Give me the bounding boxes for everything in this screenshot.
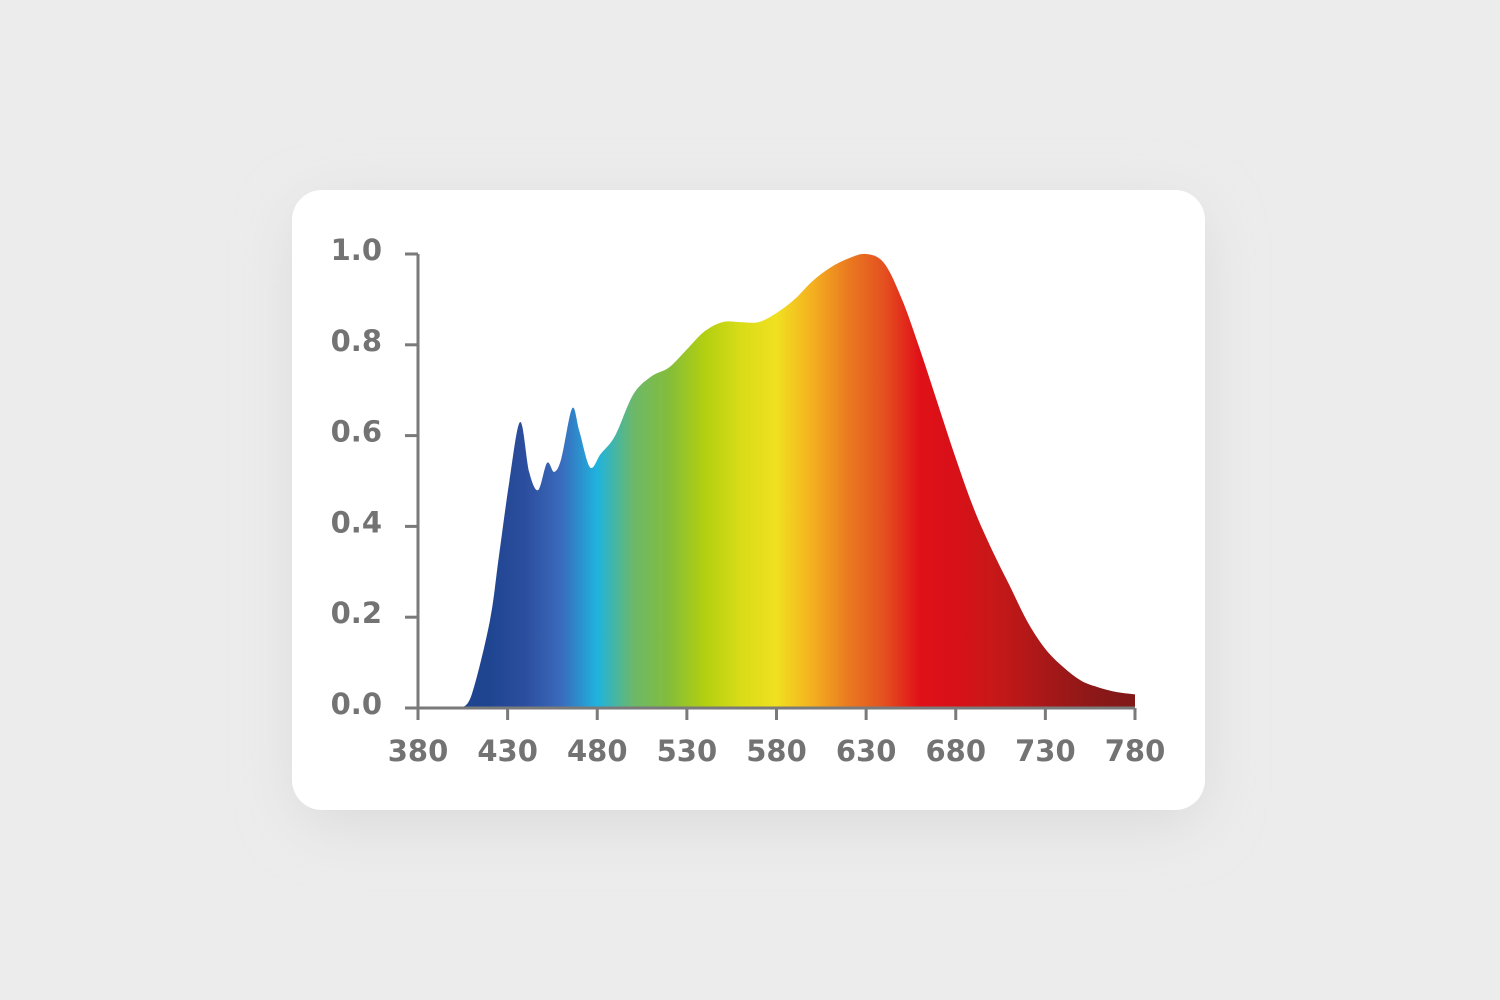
x-tick-label: 580	[746, 734, 807, 768]
y-tick-label: 0.8	[331, 324, 382, 358]
x-tick-label: 630	[836, 734, 897, 768]
y-tick-label: 1.0	[331, 233, 382, 267]
x-tick-label: 780	[1105, 734, 1166, 768]
x-tick-label: 380	[388, 734, 449, 768]
y-tick-label: 0.0	[331, 687, 382, 721]
x-tick-label: 430	[477, 734, 538, 768]
x-tick-label: 530	[657, 734, 718, 768]
spectrum-area	[461, 253, 1135, 708]
y-tick-label: 0.2	[331, 596, 382, 630]
x-tick-label: 730	[1015, 734, 1076, 768]
x-tick-label: 480	[567, 734, 628, 768]
y-tick-label: 0.6	[331, 415, 382, 449]
y-tick-label: 0.4	[331, 505, 382, 539]
x-tick-label: 680	[925, 734, 986, 768]
